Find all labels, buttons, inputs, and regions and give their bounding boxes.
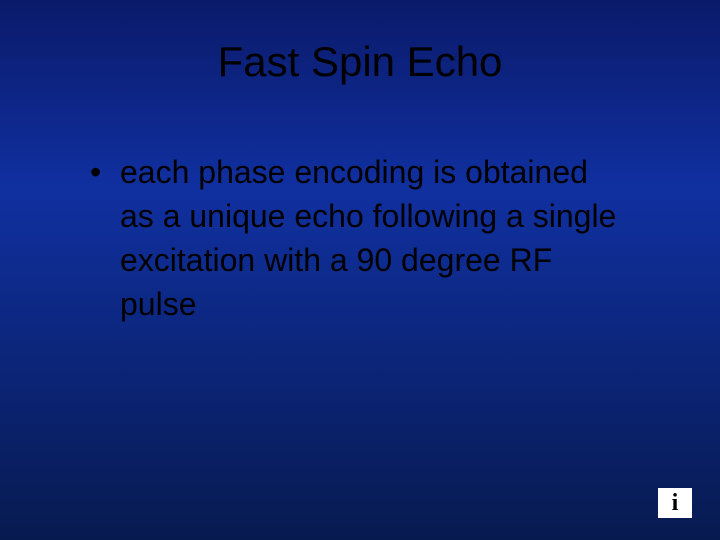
slide-title: Fast Spin Echo [0,38,720,86]
slide: Fast Spin Echo • each phase encoding is … [0,0,720,540]
bullet-text: each phase encoding is obtained as a uni… [120,150,630,326]
info-icon[interactable]: i [658,488,692,518]
bullet-marker: • [90,150,120,194]
info-glyph: i [672,491,679,515]
slide-body: • each phase encoding is obtained as a u… [90,150,630,326]
bullet-item: • each phase encoding is obtained as a u… [90,150,630,326]
